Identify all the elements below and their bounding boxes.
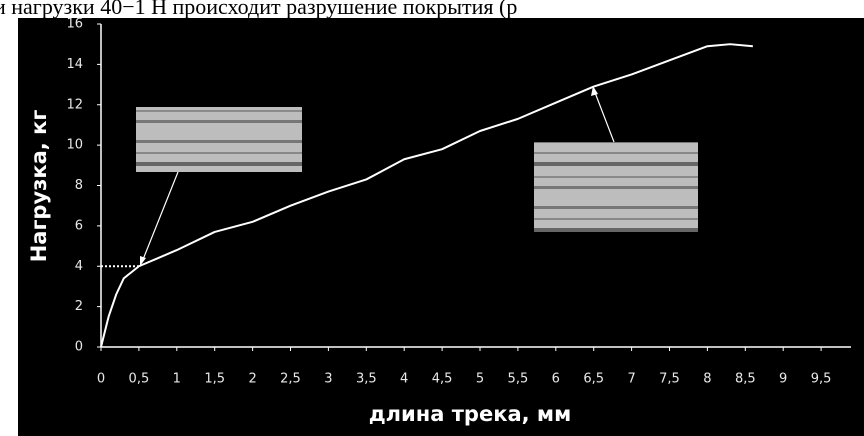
x-tick-label: 4,5	[432, 372, 453, 387]
x-tick-label: 5	[476, 372, 484, 387]
x-tick-label: 6	[552, 372, 560, 387]
x-tick-label: 5,5	[508, 372, 529, 387]
x-tick-label: 0	[97, 372, 105, 387]
x-tick-label: 8,5	[735, 372, 756, 387]
x-tick-label: 1,5	[204, 372, 225, 387]
x-tick-label: 9	[779, 372, 787, 387]
x-tick-label: 1	[173, 372, 181, 387]
x-tick-label: 2	[248, 372, 256, 387]
micrograph	[534, 142, 698, 232]
x-tick-label: 3	[324, 372, 332, 387]
x-tick-label: 9,5	[811, 372, 832, 387]
y-tick-label: 16	[66, 17, 83, 32]
x-axis-title: длина трека, мм	[369, 402, 572, 426]
y-tick-label: 0	[75, 340, 83, 355]
y-tick-label: 12	[66, 97, 83, 112]
x-tick-label: 8	[703, 372, 711, 387]
y-tick-label: 8	[75, 178, 83, 193]
x-tick-label: 3,5	[356, 372, 377, 387]
y-tick-label: 4	[75, 259, 83, 274]
x-tick-label: 4	[400, 372, 408, 387]
x-tick-label: 7	[627, 372, 635, 387]
x-tick-label: 0,5	[129, 372, 150, 387]
y-tick-label: 10	[66, 138, 83, 153]
x-tick-label: 2,5	[280, 372, 301, 387]
x-tick-label: 7,5	[659, 372, 680, 387]
x-tick-label: 6,5	[583, 372, 604, 387]
y-tick-label: 6	[75, 218, 83, 233]
y-axis-title: Нагрузка, кг	[27, 110, 51, 263]
chart: и нагрузки 40−1 Н происходит разрушение …	[0, 0, 864, 436]
micrograph	[136, 107, 302, 172]
y-tick-label: 2	[75, 299, 83, 314]
y-tick-label: 14	[66, 57, 83, 72]
